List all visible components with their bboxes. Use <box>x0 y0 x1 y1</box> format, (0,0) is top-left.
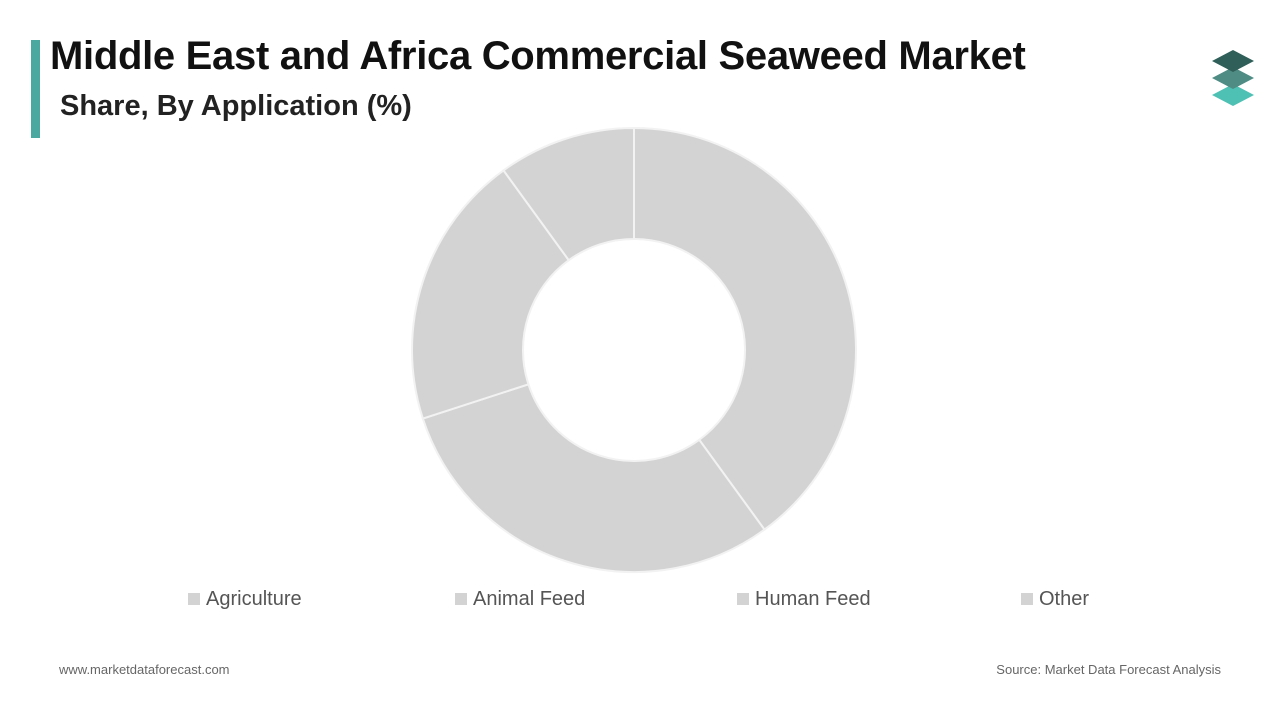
legend-item-animal-feed: Animal Feed <box>455 586 585 612</box>
source-note: Source: Market Data Forecast Analysis <box>996 662 1221 677</box>
website-url: www.marketdataforecast.com <box>59 662 230 677</box>
slice-animal-feed[interactable] <box>421 383 766 573</box>
chart-subtitle: Share, By Application (%) <box>60 90 412 122</box>
legend-swatch-animal-feed <box>455 593 467 605</box>
legend-item-human-feed: Human Feed <box>737 586 871 612</box>
legend-swatch-agriculture <box>188 593 200 605</box>
logo-layer-top <box>1212 50 1254 72</box>
legend-swatch-other <box>1021 593 1033 605</box>
legend-label-agriculture: Agriculture <box>206 587 302 610</box>
title-accent-bar <box>31 40 40 138</box>
legend-label-other: Other <box>1039 587 1090 610</box>
legend-label-animal-feed: Animal Feed <box>473 587 586 610</box>
slice-other[interactable] <box>502 126 635 262</box>
legend-item-agriculture: Agriculture <box>188 586 302 612</box>
layered-stack-icon <box>1212 50 1254 106</box>
chart-title: Middle East and Africa Commercial Seawee… <box>50 34 1026 78</box>
logo-layer-bottom <box>1212 84 1254 106</box>
logo-layer-middle <box>1212 67 1254 89</box>
legend-label-human-feed: Human Feed <box>755 587 871 610</box>
slice-agriculture[interactable] <box>633 126 857 531</box>
legend-item-other: Other <box>1021 586 1089 612</box>
legend-swatch-human-feed <box>737 593 749 605</box>
slice-human-feed[interactable] <box>411 169 571 420</box>
